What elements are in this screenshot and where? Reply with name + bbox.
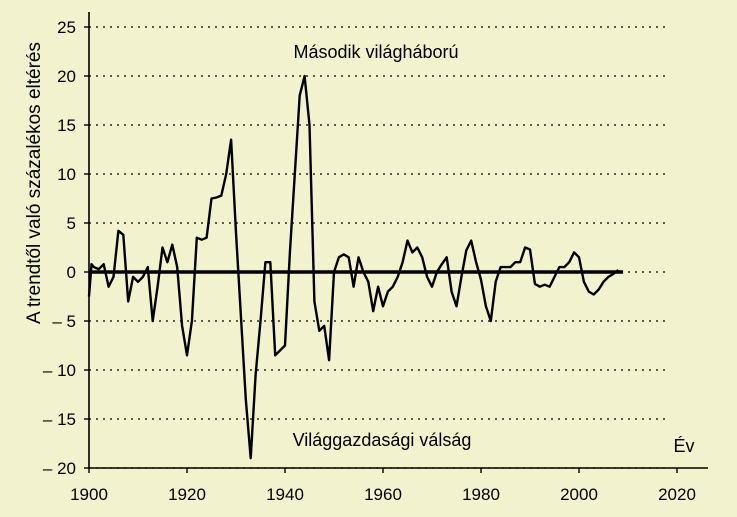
grid-lines bbox=[89, 26, 668, 469]
annotation-great-depression: Világgazdasági válság bbox=[293, 430, 472, 450]
y-axis-label: A trendtől való százalékos eltérés bbox=[24, 42, 45, 324]
x-tick-label: 1980 bbox=[462, 485, 500, 504]
y-tick-label: 20 bbox=[57, 67, 76, 86]
axes bbox=[88, 12, 708, 469]
annotation-world-war-2: Második világháború bbox=[293, 42, 458, 62]
x-tick-label: 2020 bbox=[658, 485, 696, 504]
y-tick-label: – 10 bbox=[43, 361, 76, 380]
y-tick-label: 5 bbox=[67, 214, 76, 233]
series-group bbox=[87, 74, 619, 460]
y-tick-label: 10 bbox=[57, 165, 76, 184]
x-axis-label: Év bbox=[673, 436, 694, 456]
x-tick-label: 1940 bbox=[266, 485, 304, 504]
y-tick-label: – 20 bbox=[43, 459, 76, 478]
y-tick-label: – 15 bbox=[43, 410, 76, 429]
y-tick-label: 25 bbox=[57, 18, 76, 37]
x-tick-label: 2000 bbox=[560, 485, 598, 504]
x-tick-label: 1900 bbox=[70, 485, 108, 504]
x-tick-label: 1920 bbox=[168, 485, 206, 504]
y-tick-label: 15 bbox=[57, 116, 76, 135]
y-tick-label: 0 bbox=[67, 263, 76, 282]
series-line bbox=[87, 74, 619, 460]
y-tick-labels: 25 20 15 10 5 0 – 5 – 10 – 15 – 20 bbox=[43, 18, 89, 478]
x-tick-labels: 1900 1920 1940 1960 1980 2000 2020 bbox=[70, 468, 696, 504]
x-tick-label: 1960 bbox=[364, 485, 402, 504]
y-tick-label: – 5 bbox=[52, 312, 76, 331]
